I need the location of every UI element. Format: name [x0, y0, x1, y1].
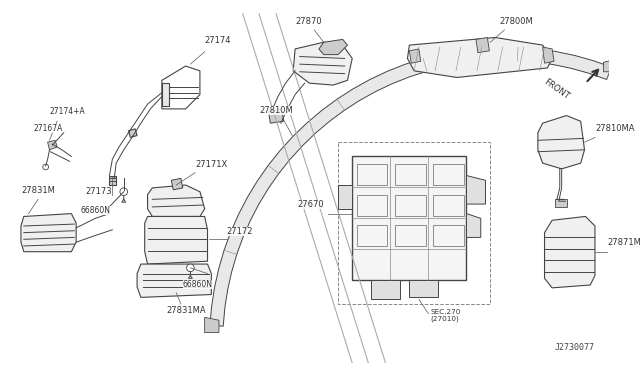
Text: 27174: 27174 — [205, 36, 231, 45]
Polygon shape — [410, 49, 420, 63]
Text: 27831MA: 27831MA — [166, 306, 206, 315]
Polygon shape — [604, 60, 616, 72]
Polygon shape — [410, 280, 438, 297]
Bar — [395, 225, 426, 246]
Polygon shape — [145, 217, 207, 264]
Text: 27174+A: 27174+A — [49, 106, 85, 116]
Polygon shape — [543, 47, 554, 63]
Bar — [357, 195, 387, 215]
Text: 27167A: 27167A — [33, 124, 63, 133]
Polygon shape — [47, 140, 57, 150]
Text: FRONT: FRONT — [543, 77, 571, 101]
Polygon shape — [555, 199, 568, 207]
Polygon shape — [21, 214, 76, 252]
Polygon shape — [352, 157, 467, 280]
Polygon shape — [319, 39, 348, 55]
Polygon shape — [148, 185, 205, 217]
Bar — [357, 225, 387, 246]
Polygon shape — [467, 214, 481, 237]
Bar — [433, 164, 463, 185]
Circle shape — [187, 264, 194, 272]
Bar — [338, 142, 490, 304]
Text: J2730077: J2730077 — [555, 343, 595, 352]
Circle shape — [43, 164, 49, 170]
Polygon shape — [268, 109, 284, 123]
Text: 27670: 27670 — [297, 200, 324, 209]
Text: 27171X: 27171X — [195, 160, 227, 169]
Text: 66860N: 66860N — [81, 206, 111, 215]
Polygon shape — [205, 317, 219, 333]
Polygon shape — [338, 185, 352, 209]
Polygon shape — [129, 129, 137, 137]
Bar — [433, 195, 463, 215]
Text: 66860N: 66860N — [183, 280, 212, 289]
Bar — [357, 164, 387, 185]
Text: 27871M: 27871M — [607, 238, 640, 247]
Text: 27172: 27172 — [227, 227, 253, 235]
Bar — [395, 195, 426, 215]
Polygon shape — [109, 176, 116, 185]
Text: SEC.270
(27010): SEC.270 (27010) — [430, 309, 461, 322]
Text: 27831M: 27831M — [21, 186, 55, 195]
Polygon shape — [210, 47, 611, 326]
Polygon shape — [545, 217, 595, 288]
Polygon shape — [467, 176, 486, 204]
Bar — [395, 164, 426, 185]
Polygon shape — [162, 83, 170, 106]
Polygon shape — [172, 179, 183, 190]
Text: 27870: 27870 — [295, 17, 322, 26]
Bar — [433, 225, 463, 246]
Polygon shape — [293, 42, 352, 85]
Text: 27800M: 27800M — [500, 17, 534, 26]
Text: 27810MA: 27810MA — [595, 124, 634, 133]
Polygon shape — [476, 38, 490, 53]
Circle shape — [120, 188, 127, 196]
Text: 27173: 27173 — [86, 187, 112, 196]
Polygon shape — [137, 264, 211, 297]
Polygon shape — [408, 38, 552, 77]
Polygon shape — [371, 280, 400, 299]
Polygon shape — [538, 116, 584, 169]
Text: 27810M: 27810M — [259, 106, 292, 115]
